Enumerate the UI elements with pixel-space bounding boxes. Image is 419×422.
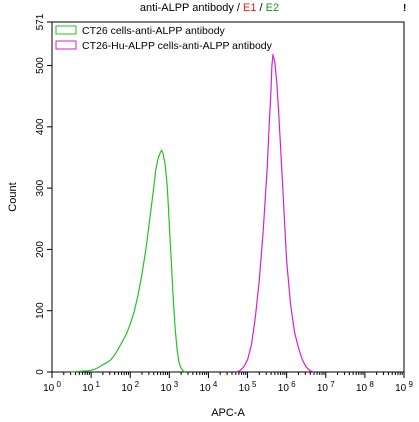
y-tick-label: 0 (35, 369, 46, 375)
x-tick-label: 10 3 (160, 380, 178, 394)
axes: 0 100 200 300 400 500 571 10 0 10 1 10 2 10 3 10 4 1… (35, 13, 413, 394)
x-tick-label: 10 4 (200, 380, 218, 394)
chart-title: anti-ALPP antibody / E1 / E2 (0, 2, 419, 14)
chart-title-main: anti-ALPP antibody (139, 2, 234, 14)
x-tick-label: 10 9 (395, 380, 413, 394)
x-axis-label: APC-A (211, 407, 245, 419)
legend-swatch-1 (55, 25, 77, 35)
x-tick-label: 10 8 (356, 380, 374, 394)
legend-label-2: CT26-Hu-ALPP cells-anti-ALPP antibody (82, 40, 273, 52)
legend: CT26 cells-anti-ALPP antibody CT26-Hu-ALP… (55, 25, 273, 52)
legend-swatch-2 (55, 40, 77, 50)
x-tick-label: 10 6 (278, 380, 296, 394)
x-tick-label: 10 2 (121, 380, 139, 394)
y-tick-label: 571 (35, 13, 46, 30)
y-tick-label: 500 (35, 57, 46, 74)
gate-e2-label[interactable]: E2 (265, 2, 280, 14)
x-tick-label: 10 0 (43, 380, 61, 394)
y-tick-label: 200 (35, 241, 46, 258)
plot-frame (51, 21, 405, 373)
y-tick-label: 400 (35, 118, 46, 135)
series-line-2 (235, 53, 315, 373)
x-tick-label: 10 1 (82, 380, 100, 394)
series-line-1 (70, 149, 186, 373)
x-tick-label: 10 7 (317, 380, 335, 394)
x-tick-label: 10 5 (239, 380, 257, 394)
legend-label-1: CT26 cells-anti-ALPP antibody (82, 25, 226, 37)
title-separator-1: / (233, 2, 244, 14)
y-tick-label: 100 (35, 302, 46, 319)
series-layer (70, 53, 315, 373)
title-separator-2: / (256, 2, 266, 14)
y-tick-label: 300 (35, 179, 46, 196)
y-axis-label: Count (7, 182, 19, 211)
warning-marker-icon: ! (403, 3, 407, 14)
gate-e1-label[interactable]: E1 (243, 2, 257, 14)
